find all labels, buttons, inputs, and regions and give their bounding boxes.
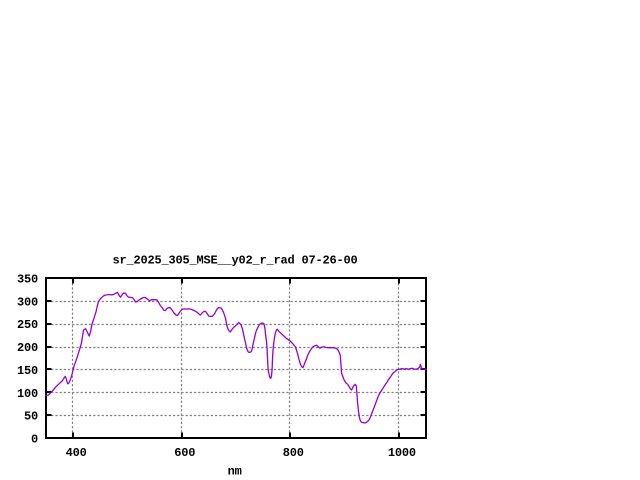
svg-text:50: 50 (24, 410, 38, 424)
svg-text:150: 150 (17, 364, 38, 378)
svg-text:350: 350 (17, 273, 38, 287)
svg-text:800: 800 (283, 446, 304, 460)
svg-text:100: 100 (17, 387, 38, 401)
svg-text:300: 300 (17, 295, 38, 309)
svg-text:400: 400 (66, 446, 87, 460)
svg-text:250: 250 (17, 318, 38, 332)
svg-text:nm: nm (228, 465, 242, 479)
svg-text:0: 0 (31, 433, 38, 447)
svg-text:600: 600 (174, 446, 195, 460)
svg-text:200: 200 (17, 341, 38, 355)
svg-text:sr_2025_305_MSE__y02_r_rad 07-: sr_2025_305_MSE__y02_r_rad 07-26-00 (112, 253, 357, 267)
svg-text:1000: 1000 (388, 446, 416, 460)
